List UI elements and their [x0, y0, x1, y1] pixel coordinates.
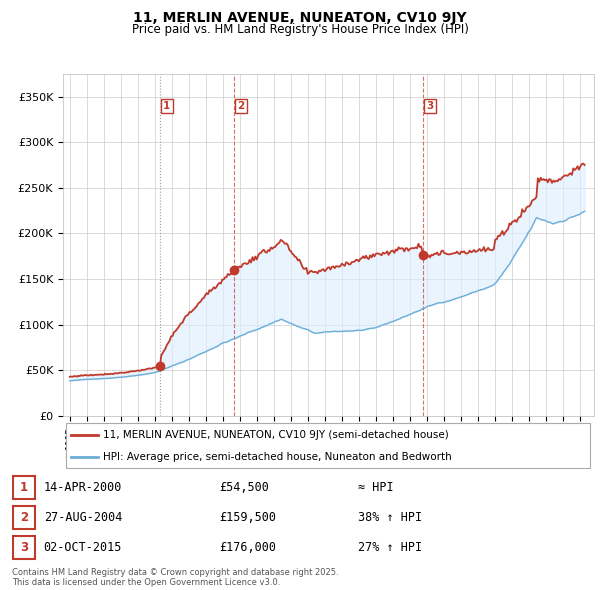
Text: 27% ↑ HPI: 27% ↑ HPI [358, 542, 422, 555]
Text: £54,500: £54,500 [220, 481, 269, 494]
Text: 11, MERLIN AVENUE, NUNEATON, CV10 9JY: 11, MERLIN AVENUE, NUNEATON, CV10 9JY [133, 11, 467, 25]
Text: 2: 2 [20, 511, 28, 525]
Text: 11, MERLIN AVENUE, NUNEATON, CV10 9JY (semi-detached house): 11, MERLIN AVENUE, NUNEATON, CV10 9JY (s… [103, 430, 449, 440]
Text: 2: 2 [238, 101, 245, 111]
Text: £176,000: £176,000 [220, 542, 277, 555]
Text: Contains HM Land Registry data © Crown copyright and database right 2025.
This d: Contains HM Land Registry data © Crown c… [12, 568, 338, 587]
FancyBboxPatch shape [65, 423, 590, 468]
FancyBboxPatch shape [13, 506, 35, 529]
Text: 27-AUG-2004: 27-AUG-2004 [44, 511, 122, 525]
FancyBboxPatch shape [13, 476, 35, 499]
Text: ≈ HPI: ≈ HPI [358, 481, 393, 494]
Text: 14-APR-2000: 14-APR-2000 [44, 481, 122, 494]
FancyBboxPatch shape [13, 536, 35, 559]
Text: 1: 1 [20, 481, 28, 494]
Text: Price paid vs. HM Land Registry's House Price Index (HPI): Price paid vs. HM Land Registry's House … [131, 23, 469, 36]
Text: 3: 3 [20, 542, 28, 555]
Text: £159,500: £159,500 [220, 511, 277, 525]
Text: HPI: Average price, semi-detached house, Nuneaton and Bedworth: HPI: Average price, semi-detached house,… [103, 453, 452, 462]
Text: 3: 3 [427, 101, 434, 111]
Text: 02-OCT-2015: 02-OCT-2015 [44, 542, 122, 555]
Text: 1: 1 [163, 101, 170, 111]
Text: 38% ↑ HPI: 38% ↑ HPI [358, 511, 422, 525]
